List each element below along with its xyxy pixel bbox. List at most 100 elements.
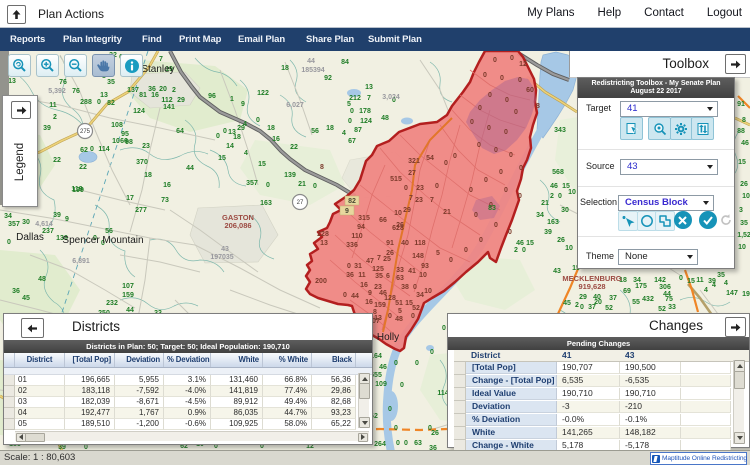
target-settings-button[interactable] <box>669 117 693 140</box>
changes-row[interactable]: Ideal Value 190,710 190,710 <box>454 388 749 401</box>
map-label: 15 <box>738 159 746 166</box>
map-label: 2 <box>53 114 57 121</box>
map-label: 128 <box>384 295 396 302</box>
zoom-to-target-button[interactable] <box>648 117 671 140</box>
zoom-out-button[interactable] <box>64 54 87 77</box>
zoom-box-button[interactable] <box>8 54 31 77</box>
districts-row-01[interactable]: 01 196,665 5,955 3.1% 131,460 66.8% 56,36 <box>4 375 372 386</box>
legend-tab[interactable]: Legend <box>2 95 38 207</box>
districts-column-header[interactable]: % White <box>263 353 312 367</box>
redo-button-disabled[interactable] <box>718 212 734 228</box>
attribution-badge[interactable]: Maptitude Online Redistricting <box>650 452 747 465</box>
map-label: 10 <box>112 138 120 145</box>
changes-row[interactable]: Change - [Total Pop] 6,535 -6,535 <box>454 375 749 388</box>
top-link-contact[interactable]: Contact <box>644 7 684 19</box>
districts-collapse-button[interactable] <box>21 318 44 338</box>
menu-item-share-plan[interactable]: Share Plan <box>306 34 355 45</box>
map-label: 45 <box>563 300 571 307</box>
pointer-select-button[interactable] <box>618 211 638 231</box>
menu-item-reports[interactable]: Reports <box>10 34 46 45</box>
map-label: 0 <box>404 185 408 192</box>
map-label: 12 <box>519 61 527 68</box>
map-label: 0 <box>679 275 683 282</box>
polygon-select-button[interactable] <box>655 211 675 231</box>
pan-hand-icon <box>97 60 110 72</box>
arrow-left-icon <box>27 324 37 332</box>
map-label: 45 <box>22 295 30 302</box>
districts-cell: 49.4% <box>263 397 312 408</box>
map-label: Dallas <box>16 232 44 243</box>
map-label: 0 <box>97 99 101 106</box>
districts-column-header[interactable]: Deviation <box>115 353 164 367</box>
map-label: 18 <box>233 134 241 141</box>
districts-row-03[interactable]: 03 182,039 -8,671 -4.5% 89,912 49.4% 82,68 <box>4 397 372 408</box>
menu-item-plan-integrity[interactable]: Plan Integrity <box>63 34 122 45</box>
theme-dropdown[interactable]: None <box>618 249 698 265</box>
map-label: 8 <box>373 309 377 316</box>
districts-horizontal-scrollbar[interactable] <box>15 431 369 442</box>
map-label: 0 <box>505 97 509 104</box>
changes-row[interactable]: % Deviation -0.0% -0.1% <box>454 414 749 427</box>
districts-column-header[interactable]: White <box>211 353 263 367</box>
districts-row-04[interactable]: 04 192,477 1,767 0.9% 86,035 44.7% 93,23 <box>4 408 372 419</box>
map-label: 0 <box>477 142 481 149</box>
zoom-in-button[interactable] <box>36 54 59 77</box>
target-dropdown[interactable]: 41 <box>620 101 718 117</box>
top-links: My Plans Help Contact Logout <box>527 7 742 19</box>
changes-row[interactable]: Deviation -3 -210 <box>454 401 749 414</box>
top-link-logout[interactable]: Logout <box>706 7 742 19</box>
menu-bar: Reports Plan Integrity Find Print Map Email … <box>0 28 750 51</box>
districts-column-header[interactable]: District <box>15 353 65 367</box>
changes-vertical-scrollbar[interactable] <box>733 360 745 444</box>
toolbox-collapse-button[interactable] <box>725 54 746 74</box>
map-label: 20 <box>159 86 167 93</box>
changes-row[interactable]: White 141,265 148,182 <box>454 427 749 440</box>
select-target-button[interactable] <box>620 117 643 140</box>
districts-column-header[interactable]: [Total Pop] <box>65 353 115 367</box>
changes-column-header[interactable]: District <box>471 350 501 360</box>
swap-target-source-button[interactable] <box>691 117 714 140</box>
pan-button[interactable] <box>92 54 115 77</box>
changes-row[interactable]: Change - White 5,178 -5,178 <box>454 440 749 453</box>
changes-column-header[interactable]: 43 <box>625 350 635 360</box>
legend-expand-button[interactable] <box>11 101 31 119</box>
menu-item-email-plan[interactable]: Email Plan <box>238 34 286 45</box>
selection-dropdown[interactable]: Census Block <box>618 195 714 211</box>
map-label: 21 <box>443 209 451 216</box>
dropdown-arrow-icon <box>707 165 713 169</box>
map-label: 164 <box>370 353 382 360</box>
districts-row-02[interactable]: 02 183,118 -7,592 -4.0% 141,819 77.4% 29,86 <box>4 386 372 397</box>
changes-row[interactable]: [Total Pop] 190,707 190,500 <box>454 362 749 375</box>
districts-column-header[interactable]: % Deviation <box>164 353 211 367</box>
map-label: 0 <box>388 313 392 320</box>
districts-cell: 89,912 <box>211 397 263 408</box>
districts-column-header[interactable]: Black <box>312 353 356 367</box>
changes-column-header[interactable]: 41 <box>562 350 572 360</box>
top-link-help[interactable]: Help <box>597 7 622 19</box>
map-label: 0 <box>343 292 347 299</box>
zoom-box-icon <box>13 59 26 72</box>
clear-selection-button[interactable] <box>673 211 692 229</box>
districts-cell: 29,86 <box>312 386 356 397</box>
map-label: 0 <box>504 187 508 194</box>
top-link-my-plans[interactable]: My Plans <box>527 7 575 19</box>
menu-item-submit-plan[interactable]: Submit Plan <box>368 34 422 45</box>
menu-item-find[interactable]: Find <box>142 34 162 45</box>
districts-row-05[interactable]: 05 189,510 -1,200 -0.6% 109,925 58.0% 65,22 <box>4 419 372 430</box>
info-button[interactable] <box>120 54 143 77</box>
map-label: 2 <box>514 247 518 254</box>
source-dropdown[interactable]: 43 <box>620 159 718 175</box>
districts-cell: 01 <box>15 375 65 386</box>
districts-cell: 93,23 <box>312 408 356 419</box>
menu-item-print-map[interactable]: Print Map <box>179 34 222 45</box>
districts-vertical-scrollbar[interactable] <box>358 373 370 428</box>
apply-selection-button[interactable] <box>699 211 717 229</box>
collapse-plan-actions-button[interactable] <box>7 5 26 24</box>
map-label: 0 <box>508 229 512 236</box>
changes-row-label: Ideal Value <box>466 388 557 400</box>
map-label: 118 <box>414 240 425 247</box>
changes-collapse-button[interactable] <box>725 317 746 337</box>
map-label: 19 <box>742 291 750 298</box>
map-label: 23 <box>374 284 382 291</box>
circle-select-button[interactable] <box>636 211 657 231</box>
